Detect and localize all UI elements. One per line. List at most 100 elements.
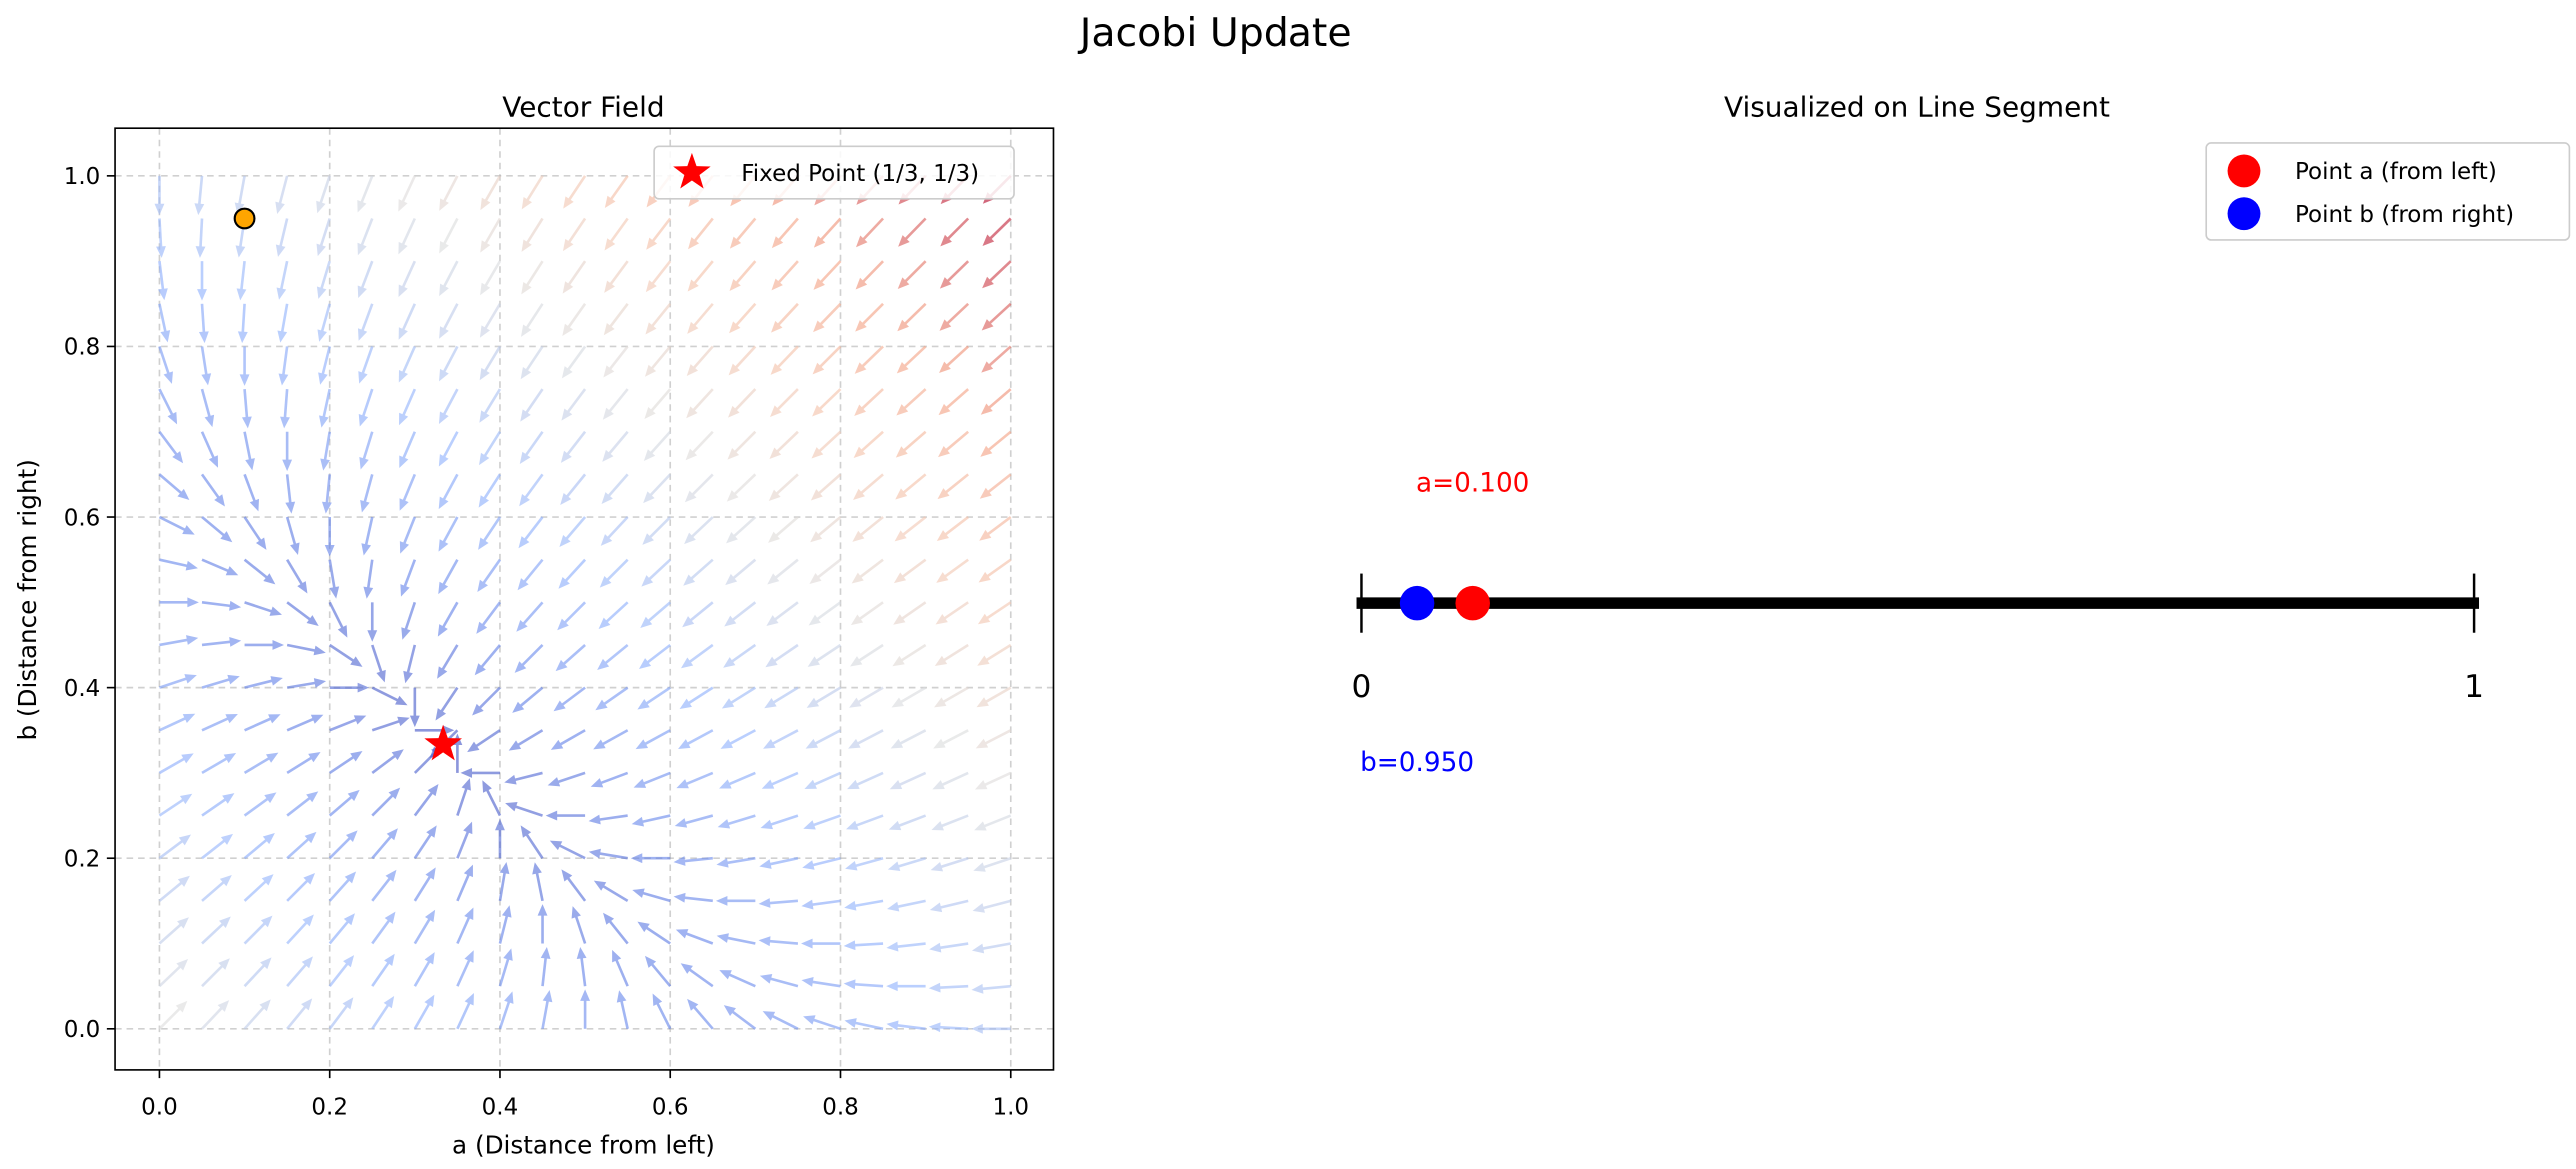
quiver-arrow [684,516,714,545]
quiver-arrow [720,729,756,749]
quiver-arrow [158,793,193,817]
quiver-arrow [243,516,267,550]
quiver-arrow [363,559,374,599]
quiver-arrow [646,217,672,250]
quiver-arrow [933,729,969,749]
quiver-arrow [561,869,587,902]
quiver-arrow [599,558,629,588]
quiver-arrow [201,516,233,543]
quiver-arrow [243,792,277,817]
quiver-arrow [286,956,313,988]
quiver-arrow [768,516,799,543]
quiver-arrow [935,601,969,625]
quiver-arrow [768,473,799,501]
quiver-arrow [728,345,757,376]
quiver-arrow [804,771,842,789]
quiver-arrow [761,771,799,789]
quiver-arrow [603,302,629,336]
quiver-arrow [982,260,1012,289]
quiver-arrow [728,388,757,418]
quiver-arrow [725,558,757,586]
quiver-arrow [803,814,841,830]
quiver-arrow [973,856,1012,872]
quiver-arrow [770,345,799,375]
quiver-arrow [770,388,799,417]
quiver-arrow [559,516,587,547]
quiver-arrow [726,516,757,544]
quiver-arrow [576,947,587,987]
quiver-arrow [282,431,293,472]
legend-label-point-a: Point a (from left) [2295,159,2497,185]
quiver-arrow [979,473,1012,499]
quiver-arrow [937,473,970,500]
quiver-arrow [280,388,290,429]
quiver-arrow [439,175,459,211]
quiver-arrow [456,992,474,1030]
quiver-arrow [329,715,367,732]
quiver-arrow [760,814,799,830]
quiver-arrow [277,303,289,343]
quiver-arrow [456,821,473,859]
quiver-arrow [637,921,671,945]
quiver-arrow [802,856,841,870]
quiver-arrow [398,345,417,383]
quiver-arrow [158,515,195,535]
quiver-arrow [521,175,544,210]
quiver-arrow [762,1011,799,1030]
quiver-arrow [512,686,544,713]
quiver-arrow [532,862,544,902]
quiver-arrow [630,853,671,864]
figure-suptitle: Jacobi Update [1077,10,1352,56]
quiver-arrow [201,958,230,988]
quiver-arrow [603,912,629,945]
quiver-arrow [480,260,502,296]
quiver-arrow [897,260,927,290]
quiver-arrow [886,1020,926,1031]
quiver-arrow [158,346,173,384]
quiver-arrow [723,1005,757,1030]
quiver-arrow [679,686,714,709]
quiver-arrow [549,840,586,860]
quiver-arrow [931,814,969,831]
quiver-arrow [358,388,374,427]
quiver-arrow [236,261,247,301]
quiver-arrow [243,558,276,585]
quiver-arrow [848,729,884,749]
quiver-arrow [540,946,551,987]
quiver-arrow [158,260,168,301]
quiver-arrow [580,989,591,1029]
quiver-arrow [467,729,501,753]
quiver-arrow [286,998,313,1030]
quiver-arrow [200,346,212,386]
quiver-arrow [285,474,296,514]
quiver-arrow [508,729,544,751]
quiver-arrow [560,473,587,505]
quiver-arrow [318,346,331,385]
quiver-arrow [399,388,417,426]
quiver-arrow [729,260,757,291]
quiver-arrow [200,388,215,428]
quiver-arrow [850,601,884,626]
quiver-arrow [498,948,513,987]
quiver-arrow [561,345,587,379]
quiver-arrow [851,558,884,584]
quiver-arrow [729,302,757,334]
quiver-arrow [414,725,455,736]
quiver-arrow [975,729,1012,749]
quiver-arrow [237,303,248,344]
quiver-arrow [243,752,279,775]
quiver-arrow [719,771,756,789]
quiver-arrow [158,875,190,902]
quiver-arrow [159,635,199,647]
quiver-arrow [409,687,420,728]
line-segment-title: Visualized on Line Segment [1724,91,2110,124]
quiver-arrow [456,864,473,902]
quiver-arrow [286,678,327,689]
quiver-arrow [980,430,1012,457]
quiver-arrow [652,993,672,1030]
y-axis-label: b (Distance from right) [13,459,42,740]
quiver-arrow [806,686,842,708]
quiver-arrow [602,388,629,420]
quiver-arrow [479,345,502,381]
quiver-arrow [928,1022,969,1033]
